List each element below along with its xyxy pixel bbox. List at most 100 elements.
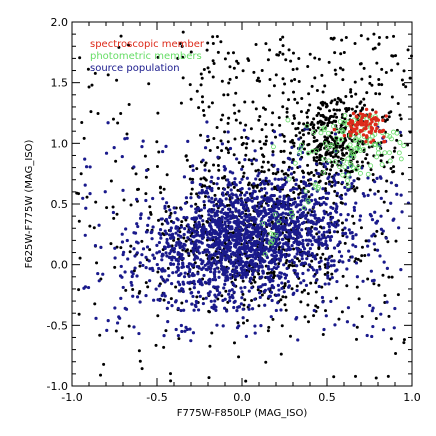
data-point-source-population — [105, 328, 109, 332]
data-point-source-population — [276, 301, 280, 305]
data-point-source-population — [189, 339, 193, 343]
data-point-all — [408, 76, 412, 80]
data-point-all — [267, 325, 271, 329]
data-point-all — [315, 159, 319, 163]
data-point-source-population — [336, 243, 340, 248]
data-point-all — [283, 82, 287, 86]
data-point-all — [165, 173, 169, 177]
data-point-source-population — [172, 247, 177, 251]
data-point-source-population — [258, 226, 262, 230]
data-point-photometric-member — [337, 119, 343, 125]
data-point-source-population — [210, 305, 214, 309]
data-point-source-population — [231, 264, 235, 268]
data-point-source-population — [321, 216, 326, 220]
data-point-all — [315, 88, 319, 92]
data-point-source-population — [106, 121, 110, 125]
data-point-source-population — [269, 274, 273, 278]
data-point-all — [300, 96, 304, 100]
data-point-source-population — [277, 274, 281, 279]
data-point-all — [263, 194, 267, 198]
data-point-all — [287, 264, 291, 268]
data-point-all — [390, 95, 394, 99]
data-point-source-population — [246, 209, 251, 213]
data-point-photometric-member — [322, 140, 328, 146]
data-point-source-population — [370, 309, 374, 313]
data-point-all — [129, 244, 133, 248]
data-point-all — [169, 297, 173, 301]
data-point-all — [341, 228, 345, 232]
data-point-source-population — [207, 250, 211, 254]
data-point-source-population — [136, 224, 140, 229]
data-point-source-population — [265, 234, 269, 238]
data-point-all — [98, 333, 102, 337]
data-point-all — [287, 239, 291, 243]
data-point-all — [299, 110, 303, 114]
data-point-source-population — [256, 174, 260, 178]
data-point-source-population — [198, 224, 202, 229]
data-point-all — [226, 93, 230, 97]
data-point-source-population — [253, 229, 258, 234]
data-point-all — [341, 152, 345, 156]
data-point-all — [359, 259, 363, 263]
data-point-source-population — [179, 225, 184, 229]
data-point-source-population — [212, 229, 217, 233]
data-point-all — [243, 100, 247, 104]
data-point-source-population — [193, 244, 197, 248]
data-point-source-population — [328, 238, 333, 242]
data-point-photometric-member — [351, 154, 357, 160]
data-point-source-population — [261, 179, 265, 183]
data-point-source-population — [174, 231, 178, 235]
data-point-source-population — [326, 213, 330, 217]
data-point-source-population — [138, 261, 142, 265]
data-point-source-population — [268, 215, 272, 220]
data-point-all — [203, 184, 207, 188]
data-point-source-population — [213, 278, 218, 282]
data-point-source-population — [239, 275, 243, 280]
data-point-source-population — [311, 187, 315, 191]
data-point-source-population — [103, 190, 107, 194]
data-point-all — [317, 144, 321, 148]
data-point-source-population — [88, 165, 92, 169]
data-point-all — [390, 68, 394, 72]
data-point-source-population — [309, 213, 313, 217]
data-point-source-population — [336, 223, 340, 227]
data-point-all — [210, 101, 214, 105]
data-point-all — [195, 192, 199, 196]
data-point-source-population — [93, 243, 98, 248]
data-point-all — [312, 136, 316, 139]
data-point-all — [353, 80, 357, 84]
data-point-photometric-member — [321, 127, 327, 133]
data-point-source-population — [262, 290, 266, 294]
data-point-all — [291, 176, 295, 180]
data-point-all — [115, 212, 119, 216]
data-point-source-population — [207, 217, 211, 221]
data-point-source-population — [171, 271, 175, 275]
data-point-source-population — [277, 206, 281, 211]
data-point-source-population — [338, 259, 342, 263]
data-point-source-population — [366, 193, 370, 198]
data-point-all — [312, 158, 316, 162]
data-point-source-population — [132, 247, 136, 251]
data-point-all — [302, 122, 306, 126]
data-point-source-population — [162, 334, 166, 338]
data-point-all — [372, 32, 376, 36]
data-point-source-population — [216, 240, 221, 245]
data-point-all — [399, 133, 403, 137]
data-point-source-population — [144, 266, 148, 270]
data-point-spectroscopic-member — [367, 115, 371, 119]
data-point-all — [281, 295, 285, 299]
data-point-all — [285, 110, 289, 114]
data-point-all — [205, 48, 209, 52]
data-point-all — [78, 56, 82, 60]
data-point-source-population — [252, 189, 256, 193]
data-point-photometric-member — [340, 128, 346, 134]
data-point-source-population — [295, 232, 299, 237]
x-tick-label: -1.0 — [61, 391, 82, 404]
data-point-source-population — [170, 282, 174, 286]
data-point-all — [377, 77, 381, 81]
data-point-source-population — [253, 297, 257, 301]
data-point-source-population — [240, 252, 244, 256]
data-point-all — [355, 105, 359, 109]
data-point-all — [401, 172, 405, 176]
data-point-all — [310, 259, 314, 263]
